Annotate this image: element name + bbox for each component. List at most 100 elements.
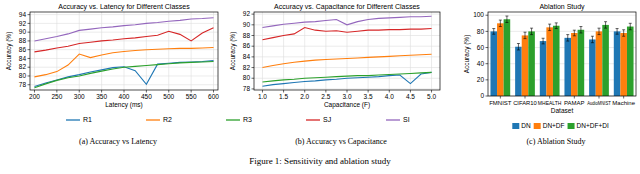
error-cap xyxy=(530,28,533,29)
error-bar xyxy=(524,32,527,38)
error-cap xyxy=(566,41,569,42)
plot-frame xyxy=(254,12,440,90)
grid-line xyxy=(56,12,57,90)
bar xyxy=(522,35,529,96)
error-line xyxy=(543,38,544,44)
grid-line xyxy=(431,12,432,90)
y-tick-label: 40 xyxy=(477,60,485,67)
error-line xyxy=(574,30,575,36)
error-line xyxy=(630,23,631,29)
legend-swatch xyxy=(386,119,400,120)
error-bar xyxy=(616,29,619,35)
x-tick-label: FMNIST xyxy=(489,100,512,106)
figure-caption: Figure 1: Sensitivity and ablation study xyxy=(249,156,391,166)
legend-label: SI xyxy=(403,116,410,123)
error-line xyxy=(605,22,606,28)
bar xyxy=(614,31,621,96)
grid-line xyxy=(488,15,636,16)
y-tick-label: 20 xyxy=(477,76,485,83)
y-tick-label: 84 xyxy=(243,53,251,60)
y-tick-label: 80 xyxy=(477,28,485,35)
y-tick xyxy=(486,15,489,16)
y-tick-label: 90 xyxy=(243,21,251,28)
error-cap xyxy=(573,30,576,31)
error-cap xyxy=(524,32,527,33)
x-tick xyxy=(500,96,501,99)
y-tick-label: 100 xyxy=(473,11,484,18)
y-tick-label: 92 xyxy=(243,10,251,17)
bar xyxy=(578,30,585,96)
error-bar xyxy=(548,24,551,30)
error-line xyxy=(525,32,526,38)
x-tick-label: MHEALTH xyxy=(538,100,562,106)
x-tick-label: 200 xyxy=(29,93,40,100)
x-tick-label: PAMAP xyxy=(564,100,585,106)
error-cap xyxy=(548,24,551,25)
bar xyxy=(540,41,547,96)
x-tick-label: 3.5 xyxy=(364,93,373,100)
x-tick-label: 1.0 xyxy=(258,93,267,100)
x-tick xyxy=(549,96,550,99)
bar xyxy=(564,38,571,96)
y-tick xyxy=(28,67,31,68)
grid-line xyxy=(34,12,35,90)
error-line xyxy=(531,28,532,34)
bar xyxy=(515,47,522,96)
error-bar xyxy=(604,22,607,28)
plot-area xyxy=(34,18,213,88)
error-cap xyxy=(542,43,545,44)
x-axis-label: Latency (ms) xyxy=(105,101,143,109)
legend-swatch xyxy=(226,119,240,120)
legend-label: SJ xyxy=(323,116,331,123)
grid-line xyxy=(168,12,169,90)
y-axis-label: Accuracy (%) xyxy=(5,32,13,71)
y-tick-label: 84 xyxy=(19,55,27,62)
x-tick-label: 250 xyxy=(51,93,62,100)
grid-line xyxy=(389,12,390,90)
error-cap xyxy=(548,30,551,31)
x-tick-label: 400 xyxy=(119,93,130,100)
y-tick xyxy=(486,47,489,48)
grid-line xyxy=(410,12,411,90)
error-cap xyxy=(591,36,594,37)
x-tick xyxy=(525,96,526,99)
grid-line xyxy=(283,12,284,90)
x-tick-label: CIFAR10 xyxy=(513,100,537,106)
y-tick-label: 0 xyxy=(480,92,484,99)
error-line xyxy=(493,29,494,35)
error-cap xyxy=(499,20,502,21)
y-tick xyxy=(28,32,31,33)
series-line xyxy=(262,54,431,67)
error-bar xyxy=(622,30,625,36)
bar xyxy=(571,33,578,96)
error-cap xyxy=(555,22,558,23)
error-cap xyxy=(579,33,582,34)
y-tick-label: 86 xyxy=(243,42,251,49)
error-bar xyxy=(598,28,601,34)
y-tick xyxy=(252,46,255,47)
grid-line xyxy=(191,12,192,90)
error-cap xyxy=(524,38,527,39)
y-tick xyxy=(28,40,31,41)
y-axis-label: Accuracy (%) xyxy=(229,32,237,71)
error-cap xyxy=(566,34,569,35)
error-line xyxy=(500,20,501,26)
error-bar xyxy=(517,44,520,50)
line-chart: 7880828486889092Accuracy vs. Capacitance… xyxy=(229,3,440,146)
grid-line xyxy=(262,12,263,90)
error-cap xyxy=(505,22,508,23)
y-tick xyxy=(28,75,31,76)
x-tick-label: 2.5 xyxy=(321,93,330,100)
bar xyxy=(620,33,627,96)
error-cap xyxy=(629,29,632,30)
y-tick xyxy=(252,24,255,25)
x-tick-label: 2.0 xyxy=(300,93,309,100)
y-tick xyxy=(486,63,489,64)
error-cap xyxy=(517,49,520,50)
x-tick-label: AudioMNIST xyxy=(587,100,611,106)
error-cap xyxy=(542,38,545,39)
bar xyxy=(553,26,560,96)
error-line xyxy=(580,27,581,33)
y-tick xyxy=(252,56,255,57)
error-line xyxy=(623,30,624,36)
